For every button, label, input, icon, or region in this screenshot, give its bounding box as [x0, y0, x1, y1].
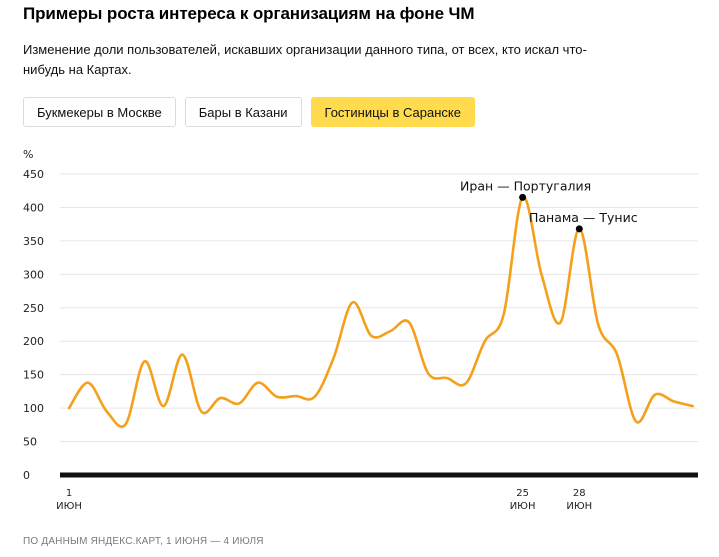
series-line: [67, 196, 694, 428]
tab-hotels-saransk[interactable]: Гостиницы в Саранске: [310, 97, 475, 127]
tab-bars-kazan[interactable]: Бары в Казани: [184, 97, 302, 127]
page-title: Примеры роста интереса к организациям на…: [23, 4, 475, 23]
chart-description: Изменение доли пользователей, искавших о…: [23, 42, 587, 77]
x-tick-month: ИЮН: [566, 501, 592, 512]
y-tick-label: 400: [23, 201, 44, 214]
chart-canvas: % 0 50 100 150 200 250 300 350 400 450 1 ИЮН 25 ИЮН 28 И…: [23, 148, 698, 512]
annotation-label: Панама — Тунис: [529, 210, 638, 225]
y-tick-label: 250: [23, 302, 44, 315]
y-tick-label: 100: [23, 402, 44, 415]
data-source-note: ПО ДАННЫМ ЯНДЕКС.КАРТ, 1 ИЮНЯ — 4 ИЮЛЯ: [23, 536, 264, 547]
y-tick-label: 200: [23, 335, 44, 348]
y-tick-label: 50: [23, 436, 37, 449]
x-tick-label: 1: [66, 488, 72, 499]
y-tick-label: 150: [23, 369, 44, 382]
y-tick-label: 350: [23, 235, 44, 248]
x-tick-label: 25: [516, 488, 529, 499]
annotation-dot: [519, 193, 527, 201]
line-chart: % 0 50 100 150 200 250 300 350 400 450 1 ИЮН 25 ИЮН 28 И…: [0, 140, 719, 540]
x-tick-month: ИЮН: [510, 501, 536, 512]
y-tick-label: 0: [23, 469, 30, 482]
x-tick-month: ИЮН: [56, 501, 82, 512]
annotation-dot: [575, 225, 583, 233]
annotation-label: Иран — Португалия: [460, 178, 591, 193]
x-tick-label: 28: [573, 488, 586, 499]
y-axis-unit: %: [23, 148, 33, 161]
category-tabs: Букмекеры в Москве Бары в Казани Гостини…: [23, 97, 475, 127]
tab-bookmakers-moscow[interactable]: Букмекеры в Москве: [23, 97, 176, 127]
y-tick-label: 450: [23, 168, 44, 181]
y-tick-label: 300: [23, 268, 44, 281]
